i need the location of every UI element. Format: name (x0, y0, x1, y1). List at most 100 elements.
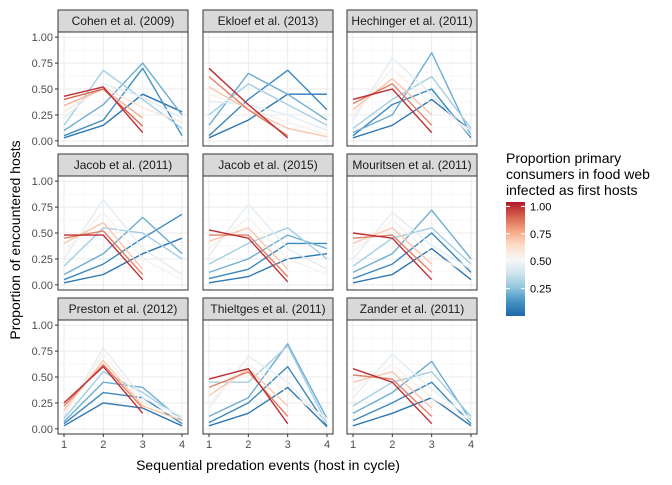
x-tick-label: 2 (100, 439, 106, 451)
series-line (352, 227, 433, 265)
facet-panel: Thieltges et al. (2011) 1 2 3 4 (202, 297, 334, 451)
series-line (209, 234, 289, 278)
series-line (352, 368, 433, 425)
y-tick-label: 0.75 (32, 202, 53, 214)
series-line (208, 203, 328, 270)
y-tick-label: 0.25 (32, 110, 53, 122)
series-line (352, 234, 433, 273)
facet-panel: Mouritsen et al. (2011) (346, 153, 478, 291)
legend-tick-label: 1.00 (530, 201, 551, 213)
series-line (208, 93, 327, 139)
y-tick-label: 0.50 (32, 84, 53, 96)
x-tick-label: 1 (61, 439, 67, 451)
x-axis-title: Sequential predation events (host in cyc… (136, 457, 400, 473)
series-line (352, 83, 433, 126)
x-tick-label: 3 (140, 439, 146, 451)
series-line (63, 347, 183, 418)
series-line (352, 88, 433, 134)
series-line (208, 368, 289, 425)
panel-border (346, 175, 478, 291)
legend-title-line: infected as first hosts (506, 182, 638, 198)
series-line (64, 234, 144, 281)
series-line (352, 371, 472, 417)
x-tick-label: 3 (285, 439, 291, 451)
facet-panel: Ekloef et al. (2013) (202, 9, 334, 147)
panel-border (346, 31, 478, 147)
legend-colorbar (506, 202, 525, 316)
facet-title: Mouritsen et al. (2011) (352, 158, 471, 172)
panel-border (202, 31, 334, 147)
series-line (208, 229, 289, 283)
facet-panel: Jacob et al. (2011) 0.00 0.25 0.50 0.75 1.00 (32, 153, 189, 292)
x-tick-label: 4 (179, 439, 185, 451)
series-line (63, 62, 183, 132)
series-line (208, 93, 328, 136)
facet-title: Preston et al. (2012) (69, 302, 178, 316)
y-axis-title: Proportion of encountered hosts (7, 140, 23, 339)
series-line (352, 232, 433, 281)
series-line (352, 227, 472, 267)
series-line (352, 75, 472, 129)
series-line (208, 363, 328, 420)
series-line (208, 69, 328, 137)
series-line (208, 86, 328, 138)
facet-title: Thieltges et al. (2011) (210, 302, 325, 316)
series-line (208, 343, 328, 419)
y-tick-label: 0.00 (32, 280, 53, 292)
series-line (208, 83, 328, 126)
x-tick-label: 1 (350, 439, 356, 451)
series-line (208, 227, 289, 270)
facet-title: Cohen et al. (2009) (72, 14, 175, 28)
legend-tick-label: 0.75 (530, 229, 551, 241)
legend-tick-label: 0.50 (530, 256, 551, 268)
series-line (63, 88, 144, 127)
series-line (352, 57, 472, 137)
facet-panel: Cohen et al. (2009) 0.00 0.25 0.50 0.75 1.00 (32, 9, 189, 148)
x-tick-label: 2 (245, 439, 251, 451)
legend-tick-label: 0.25 (530, 284, 551, 296)
series-line (352, 67, 472, 132)
facet-title: Ekloef et al. (2013) (218, 14, 319, 28)
series-line (352, 52, 472, 136)
series-line (63, 67, 183, 137)
series-line (208, 216, 328, 276)
y-tick-label: 0.50 (32, 228, 53, 240)
series-line (63, 86, 144, 134)
facet-panel: Hechinger et al. (2011) (346, 9, 478, 147)
series-line (208, 386, 328, 428)
series-line (63, 199, 183, 276)
series-line (63, 211, 183, 281)
series-line (63, 365, 144, 414)
series-line (63, 213, 183, 281)
series-line (352, 209, 472, 274)
x-tick-label: 1 (206, 439, 212, 451)
series-line (63, 83, 183, 119)
y-tick-label: 0.50 (32, 372, 53, 384)
facet-title: Zander et al. (2011) (360, 302, 465, 316)
series-line (208, 253, 328, 284)
series-line (352, 77, 433, 116)
y-tick-label: 0.00 (32, 424, 53, 436)
series-line (352, 381, 472, 425)
panel-border (202, 175, 334, 291)
x-tick-label: 2 (389, 439, 395, 451)
panel-border (346, 319, 478, 435)
series-line (208, 100, 328, 132)
series-line (63, 353, 183, 420)
facet-title: Hechinger et al. (2011) (351, 14, 472, 28)
series-line (208, 365, 328, 427)
y-tick-label: 1.00 (32, 32, 53, 44)
series-line (352, 371, 433, 409)
facet-panel: Jacob et al. (2015) (202, 153, 334, 291)
facet-title: Jacob et al. (2011) (74, 158, 173, 172)
y-tick-label: 0.75 (32, 346, 53, 358)
y-tick-label: 1.00 (32, 176, 53, 188)
x-tick-label: 3 (429, 439, 435, 451)
facet-title: Jacob et al. (2015) (218, 158, 317, 172)
series-line (63, 86, 183, 123)
series-line (63, 402, 183, 427)
series-line (63, 363, 144, 409)
x-tick-label: 4 (468, 439, 474, 451)
